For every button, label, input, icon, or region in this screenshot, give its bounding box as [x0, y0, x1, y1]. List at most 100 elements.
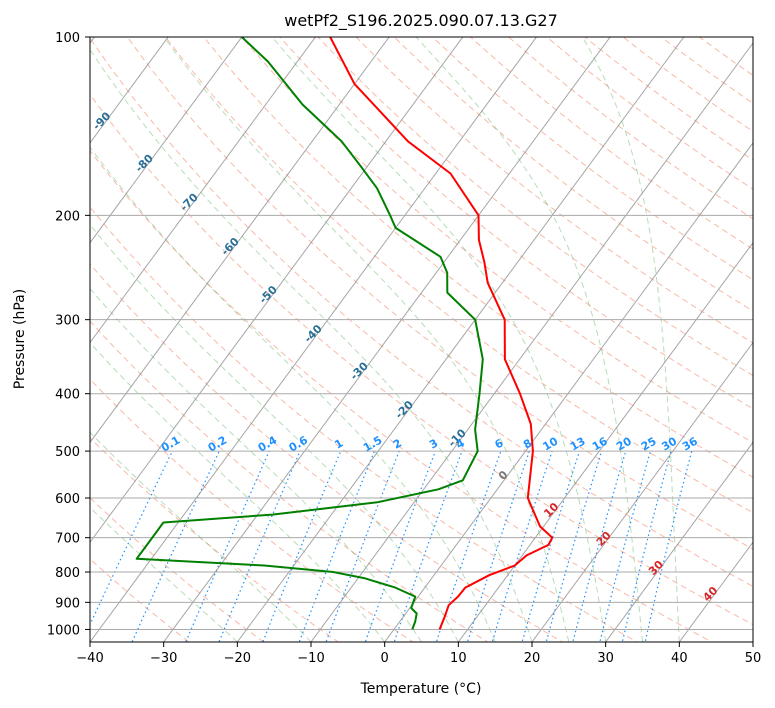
- isobars: [90, 37, 753, 630]
- mixing-ratio-line: [262, 450, 342, 642]
- x-tick-label: −40: [76, 651, 103, 666]
- dry-adiabat-line: [584, 37, 753, 161]
- x-axis-title: Temperature (°C): [360, 681, 482, 697]
- y-tick-label: 100: [55, 31, 80, 46]
- dry-adiabat-label: -70: [178, 190, 201, 213]
- y-axis-title: Pressure (hPa): [12, 289, 28, 389]
- x-tick-label: 10: [450, 651, 467, 666]
- dry-adiabat-label: -60: [219, 235, 242, 258]
- dry-adiabat-line: [90, 497, 265, 642]
- dewpoint-line: [135, 37, 484, 630]
- moist-adiabat-line: [90, 48, 533, 642]
- moist-adiabat-line: [90, 287, 422, 642]
- isotherm-line: [90, 37, 464, 544]
- moist-adiabat-line: [90, 224, 459, 642]
- dry-adiabat-line: [203, 37, 753, 478]
- isotherm-line: [384, 142, 753, 642]
- dry-adiabat-line: [90, 37, 753, 587]
- isotherm-line: [90, 37, 317, 344]
- profiles: [135, 37, 554, 630]
- moist-adiabat-line: [90, 431, 312, 642]
- dry-adiabat-line: [469, 37, 753, 250]
- isotherm-line: [605, 441, 753, 642]
- chart-title: wetPf2_S196.2025.090.07.13.G27: [284, 11, 558, 31]
- moist-adiabat-label: 40: [700, 584, 720, 604]
- x-tick-label: 20: [524, 651, 541, 666]
- isotherms: [90, 37, 753, 642]
- isotherm-line: [90, 37, 169, 144]
- dry-adiabat-label: -20: [393, 398, 416, 421]
- moist-adiabat-line: [163, 37, 570, 642]
- mixing-ratio-lines: [90, 450, 693, 642]
- x-tick-label: 40: [671, 651, 688, 666]
- plot-frame: [89, 36, 754, 643]
- mixing-ratio-line: [325, 450, 400, 642]
- x-tick-label: −20: [224, 651, 251, 666]
- dry-adiabat-line: [90, 437, 340, 642]
- isotherm-line: [90, 37, 390, 444]
- mixing-ratio-line: [466, 450, 530, 642]
- mixing-ratio-label: 1: [332, 437, 345, 452]
- y-tick-label: 500: [55, 445, 80, 460]
- dry-adiabat-line: [90, 93, 753, 626]
- mixing-ratio-line: [90, 450, 173, 626]
- temperature-line: [329, 37, 554, 630]
- x-tick-label: 0: [381, 651, 389, 666]
- y-tick-label: 400: [55, 388, 80, 403]
- dry-adiabat-label: -100: [43, 67, 72, 96]
- isotherm-line: [752, 641, 753, 642]
- y-tick-label: 1000: [47, 623, 80, 638]
- moist-adiabat-label: 0: [496, 468, 511, 483]
- isotherm-line: [90, 37, 538, 642]
- mixing-ratio-line: [599, 450, 652, 642]
- mixing-ratio-line: [298, 450, 375, 642]
- dry-adiabat-line: [126, 37, 753, 550]
- isotherm-line: [90, 37, 243, 244]
- moist-adiabat-label: 30: [646, 558, 666, 578]
- x-tick-label: −30: [150, 651, 177, 666]
- mixing-ratio-line: [218, 450, 301, 642]
- moist-adiabat-label: 10: [541, 500, 561, 520]
- dry-adiabat-label: -90: [90, 109, 113, 132]
- isotherm-line: [310, 42, 753, 642]
- moist-adiabat-line: [90, 506, 238, 642]
- moist-adiabat-line: [90, 146, 496, 642]
- y-axis: 100 200 300 400 500 600 700 800 900 1000: [47, 31, 90, 638]
- y-tick-label: 800: [55, 566, 80, 581]
- x-tick-label: 30: [597, 651, 614, 666]
- mixing-ratio-label: 2: [391, 437, 404, 452]
- mixing-ratio-line: [621, 450, 672, 642]
- x-axis: −40 −30 −20 −10 0 10 20 30 40 50: [76, 642, 761, 666]
- dry-adiabat-line: [431, 37, 753, 281]
- y-tick-label: 600: [55, 492, 80, 507]
- isotherm-line: [163, 37, 611, 642]
- dry-adiabat-line: [90, 378, 414, 642]
- mixing-ratio-line: [185, 450, 270, 642]
- moist-adiabat-line: [415, 37, 643, 642]
- isotherm-line: [531, 341, 753, 642]
- y-tick-label: 200: [55, 209, 80, 224]
- isotherm-line: [678, 541, 753, 642]
- dry-adiabat-line: [698, 37, 753, 77]
- y-tick-label: 300: [55, 314, 80, 329]
- dry-adiabat-line: [355, 37, 753, 344]
- mixing-ratio-line: [491, 450, 553, 642]
- moist-adiabat-label: 20: [594, 529, 614, 549]
- isotherm-line: [457, 241, 753, 642]
- dry-adiabat-label: -30: [348, 359, 371, 382]
- dry-adiabat-line: [90, 558, 190, 642]
- dry-adiabat-line: [241, 37, 753, 444]
- dry-adiabat-line: [317, 37, 753, 377]
- dry-adiabats: [90, 37, 753, 642]
- y-tick-label: 700: [55, 532, 80, 547]
- isotherm-line: [236, 37, 685, 642]
- mixing-ratio-line: [521, 450, 581, 642]
- x-tick-label: 50: [745, 651, 762, 666]
- dry-adiabat-label: -40: [302, 322, 325, 345]
- x-tick-label: −10: [297, 651, 324, 666]
- y-tick-label: 900: [55, 596, 80, 611]
- mixing-ratio-line: [131, 450, 220, 642]
- mixing-ratio-line: [644, 450, 693, 642]
- dry-adiabat-line: [90, 320, 489, 642]
